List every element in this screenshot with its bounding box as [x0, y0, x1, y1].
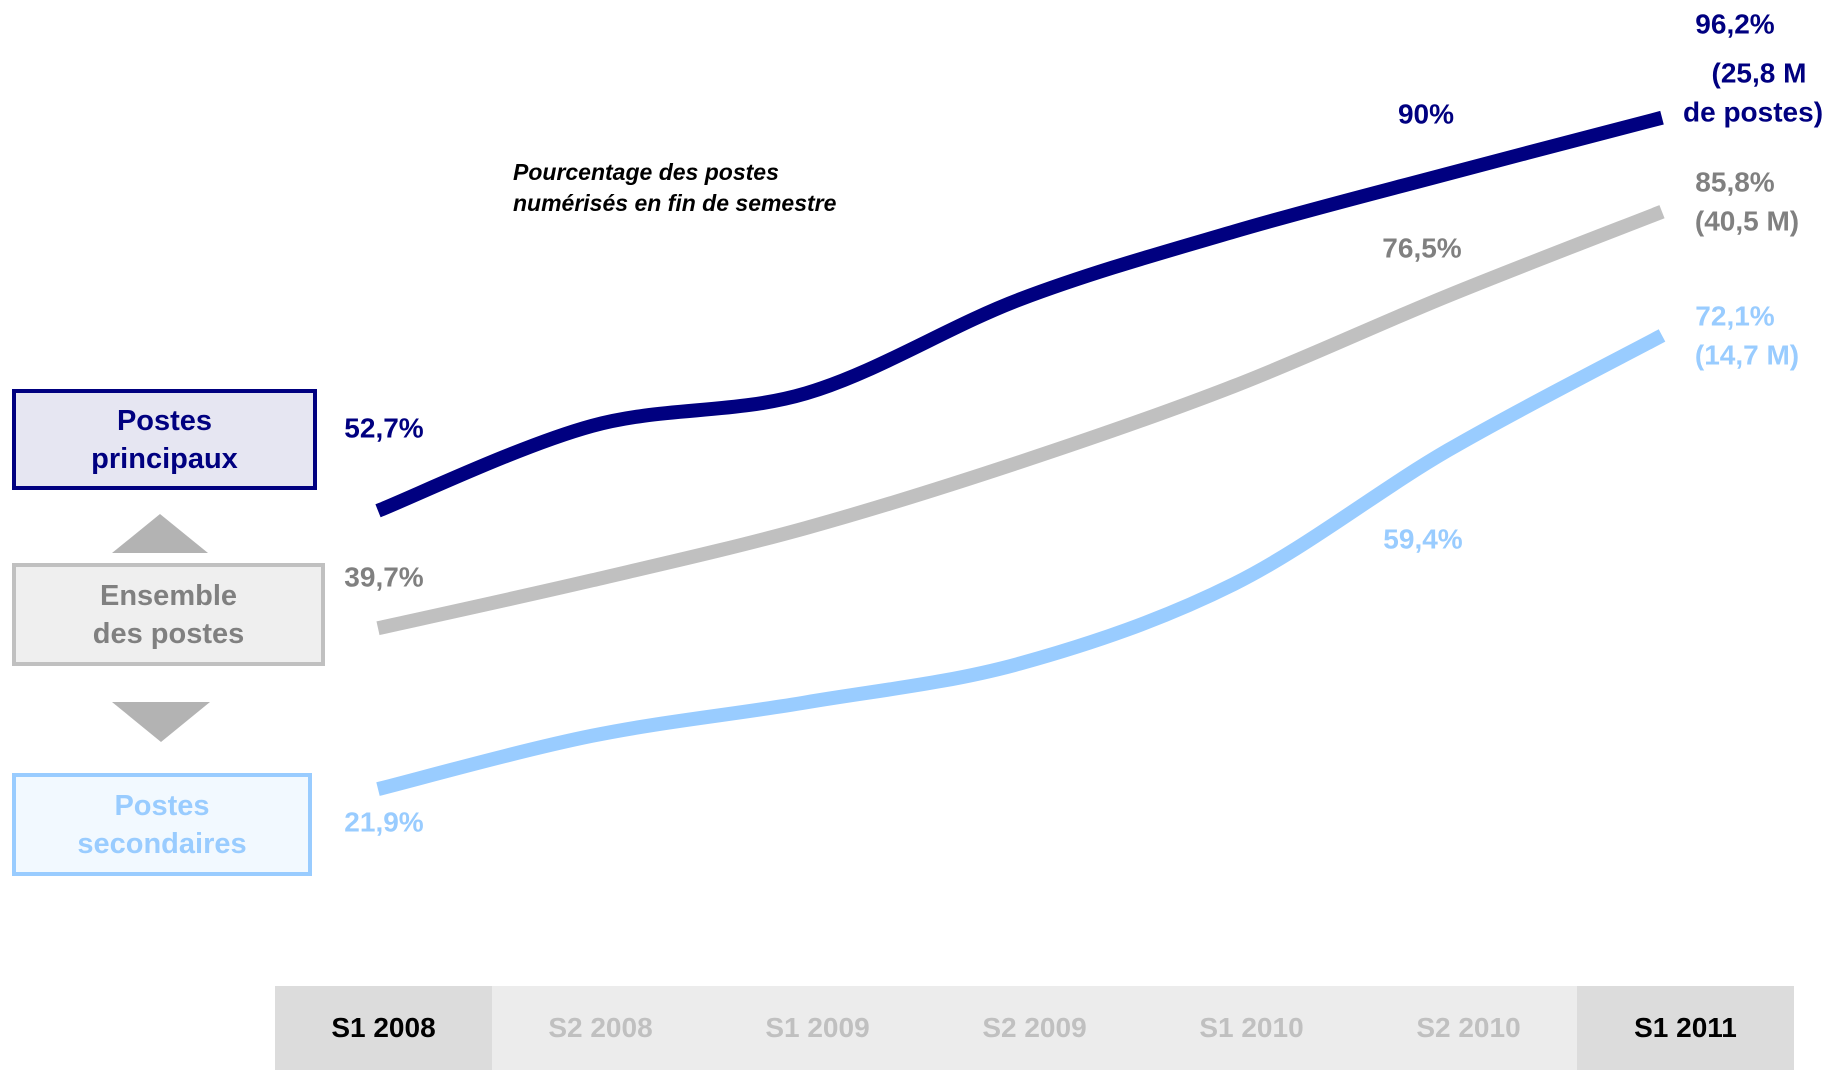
series-line — [375, 110, 1664, 518]
value-label: 39,7% — [344, 561, 423, 592]
series-line — [376, 205, 1665, 636]
annotation: Pourcentage des postes — [513, 159, 779, 185]
value-note: (25,8 M — [1712, 57, 1807, 88]
legend-box: Ensemble des postes — [12, 563, 325, 666]
value-label: 52,7% — [344, 412, 423, 443]
legend-box-text: Postes secondaires — [77, 789, 247, 860]
category-cell: S2 2009 — [926, 986, 1143, 1070]
value-note: (14,7 M) — [1695, 339, 1799, 370]
value-note: de postes) — [1683, 96, 1823, 127]
legend-box: Postes principaux — [12, 389, 317, 490]
arrow-down — [112, 702, 210, 742]
category-cell: S1 2009 — [709, 986, 926, 1070]
series-line — [376, 329, 1666, 796]
value-label: 21,9% — [344, 806, 423, 837]
value-label: 96,2% — [1695, 8, 1774, 39]
category-cell: S2 2010 — [1360, 986, 1577, 1070]
value-label: 85,8% — [1695, 166, 1774, 197]
value-label: 76,5% — [1382, 232, 1461, 263]
legend-box: Postes secondaires — [12, 773, 312, 876]
arrow-up — [112, 514, 208, 553]
category-cell: S1 2008 — [275, 986, 492, 1070]
value-note: (40,5 M) — [1695, 205, 1799, 236]
category-cell: S1 2010 — [1143, 986, 1360, 1070]
category-cell: S1 2011 — [1577, 986, 1794, 1070]
value-label: 59,4% — [1383, 523, 1462, 554]
annotation: numérisés en fin de semestre — [513, 190, 837, 216]
category-cell: S2 2008 — [492, 986, 709, 1070]
legend-box-text: Ensemble des postes — [92, 579, 245, 650]
value-label: 72,1% — [1695, 300, 1774, 331]
legend-box-text: Postes principaux — [91, 404, 238, 475]
value-label: 90% — [1398, 98, 1454, 129]
